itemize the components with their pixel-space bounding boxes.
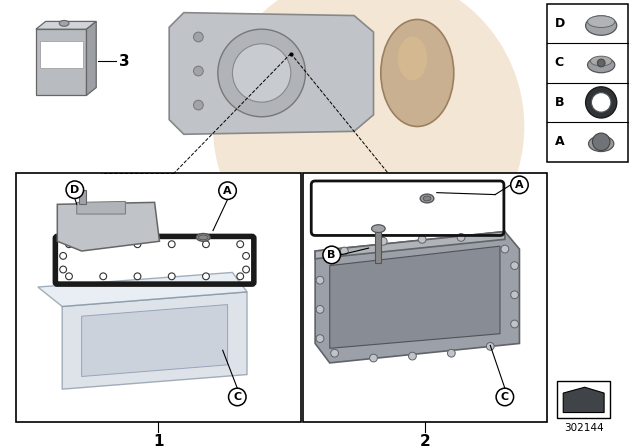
Circle shape [457,233,465,241]
Circle shape [100,241,107,248]
Circle shape [228,388,246,406]
Circle shape [486,342,494,350]
Circle shape [219,182,236,199]
Ellipse shape [198,235,208,240]
Polygon shape [58,202,159,251]
Bar [36,29,86,95]
Circle shape [60,266,67,273]
Ellipse shape [591,56,612,66]
Circle shape [193,100,204,110]
Circle shape [237,273,244,280]
Text: 1: 1 [153,434,164,448]
Circle shape [316,276,324,284]
Circle shape [60,253,67,259]
Circle shape [193,66,204,76]
Bar [79,190,86,204]
Ellipse shape [586,16,617,35]
Circle shape [597,59,605,67]
Ellipse shape [381,19,454,126]
Circle shape [511,176,528,194]
Ellipse shape [196,233,210,241]
Text: A: A [554,135,564,148]
Circle shape [237,241,244,248]
Circle shape [340,247,348,255]
Circle shape [301,194,515,409]
Circle shape [28,194,242,409]
Text: 302144: 302144 [564,423,604,433]
Bar [547,4,628,162]
Circle shape [593,133,610,151]
Circle shape [496,388,514,406]
Text: C: C [233,392,241,402]
Circle shape [331,349,339,357]
Bar [376,228,381,263]
Text: A: A [515,180,524,190]
Circle shape [511,320,518,328]
Circle shape [586,87,617,118]
Polygon shape [38,272,247,306]
Circle shape [419,236,426,243]
Polygon shape [330,246,500,348]
Circle shape [232,44,291,102]
Circle shape [316,335,324,342]
Circle shape [100,273,107,280]
Text: C: C [500,392,509,402]
Text: C: C [554,56,564,69]
Text: D: D [70,185,79,195]
Circle shape [65,273,72,280]
Circle shape [316,306,324,313]
Text: B: B [554,96,564,109]
Circle shape [66,181,84,198]
Text: B: B [328,250,336,260]
Ellipse shape [588,16,615,27]
Polygon shape [82,305,228,376]
Ellipse shape [60,21,69,26]
Circle shape [168,241,175,248]
Polygon shape [315,232,520,363]
Circle shape [203,273,209,280]
Bar [557,381,610,418]
Ellipse shape [420,194,434,203]
Ellipse shape [589,136,614,151]
Circle shape [511,291,518,299]
Ellipse shape [423,196,431,201]
Bar [17,173,301,422]
Circle shape [243,253,250,259]
Polygon shape [77,202,125,214]
Polygon shape [169,13,374,134]
Polygon shape [563,387,604,413]
Ellipse shape [372,225,385,233]
Circle shape [168,273,175,280]
Text: D: D [554,17,564,30]
Ellipse shape [398,36,427,80]
Polygon shape [36,22,96,29]
Polygon shape [62,292,247,389]
Polygon shape [315,232,505,259]
Circle shape [193,32,204,42]
Circle shape [134,241,141,248]
Circle shape [380,237,387,245]
Polygon shape [86,22,96,95]
Circle shape [591,93,611,112]
Ellipse shape [588,57,615,73]
Circle shape [218,29,305,117]
Circle shape [65,241,72,248]
Circle shape [408,352,417,360]
Circle shape [511,262,518,270]
Circle shape [213,0,524,282]
Text: A: A [223,186,232,196]
Circle shape [447,349,455,357]
Circle shape [501,245,509,253]
Circle shape [370,354,378,362]
Circle shape [203,241,209,248]
Circle shape [243,266,250,273]
Circle shape [323,246,340,264]
Text: 2: 2 [420,434,431,448]
Bar [40,41,83,68]
Bar [303,173,547,422]
Text: 3: 3 [118,54,129,69]
Circle shape [134,273,141,280]
